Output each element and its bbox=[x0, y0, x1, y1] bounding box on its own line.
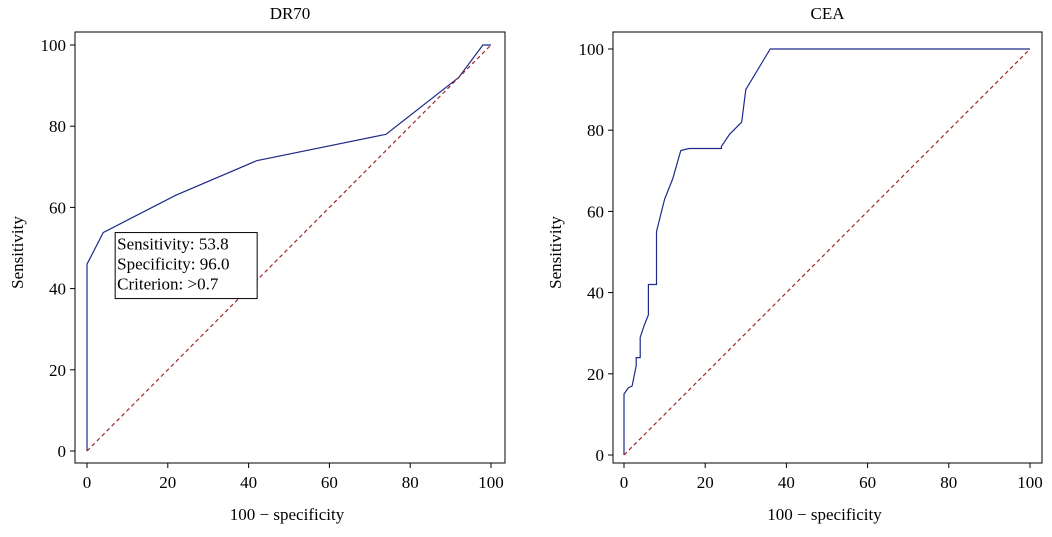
roc-curve-line bbox=[86, 44, 491, 451]
x-axis-label: 100 − specificity bbox=[230, 505, 345, 524]
roc-curve-line bbox=[623, 48, 1030, 455]
annotation-line: Specificity: 96.0 bbox=[117, 255, 229, 274]
annotation-line: Criterion: >0.7 bbox=[117, 275, 219, 294]
chart-panel-1: DR70 0 20 40 60 80 100 0 20 40 60 80 100 100 − specif… bbox=[8, 4, 506, 524]
y-tick-label: 80 bbox=[587, 121, 604, 140]
y-tick-label: 60 bbox=[587, 202, 604, 221]
y-tick-label: 20 bbox=[49, 361, 66, 380]
x-tick-label: 20 bbox=[159, 473, 176, 492]
y-tick-label: 100 bbox=[579, 40, 605, 59]
x-tick-label: 100 bbox=[478, 473, 504, 492]
x-tick-label: 20 bbox=[697, 473, 714, 492]
x-tick-label: 40 bbox=[240, 473, 257, 492]
chart-panel-2: CEA 0 20 40 60 80 100 0 20 40 60 80 100 100 − specifi… bbox=[546, 4, 1043, 524]
x-tick-label: 60 bbox=[859, 473, 876, 492]
x-tick-label: 0 bbox=[83, 473, 92, 492]
chart-title: CEA bbox=[811, 4, 846, 23]
x-axis-label: 100 − specificity bbox=[767, 505, 882, 524]
y-axis-label: Sensitivity bbox=[8, 216, 27, 289]
x-tick-label: 60 bbox=[321, 473, 338, 492]
x-tick-label: 100 bbox=[1017, 473, 1043, 492]
x-tick-label: 40 bbox=[778, 473, 795, 492]
y-tick-label: 0 bbox=[58, 442, 67, 461]
y-tick-label: 40 bbox=[587, 284, 604, 303]
y-tick-label: 0 bbox=[596, 446, 605, 465]
y-tick-label: 60 bbox=[49, 198, 66, 217]
reference-diagonal-line bbox=[623, 48, 1031, 456]
y-tick-label: 80 bbox=[49, 117, 66, 136]
x-tick-label: 80 bbox=[402, 473, 419, 492]
plot-frame bbox=[612, 31, 1043, 464]
reference-diagonal-line bbox=[86, 44, 492, 452]
x-tick-label: 80 bbox=[940, 473, 957, 492]
annotation-line: Sensitivity: 53.8 bbox=[117, 235, 228, 254]
annotation-box bbox=[114, 232, 258, 300]
chart-title: DR70 bbox=[270, 4, 311, 23]
plot-frame bbox=[74, 31, 506, 464]
y-tick-label: 100 bbox=[41, 36, 67, 55]
y-tick-label: 40 bbox=[49, 280, 66, 299]
x-tick-label: 0 bbox=[620, 473, 629, 492]
y-axis-label: Sensitivity bbox=[546, 216, 565, 289]
y-tick-label: 20 bbox=[587, 365, 604, 384]
